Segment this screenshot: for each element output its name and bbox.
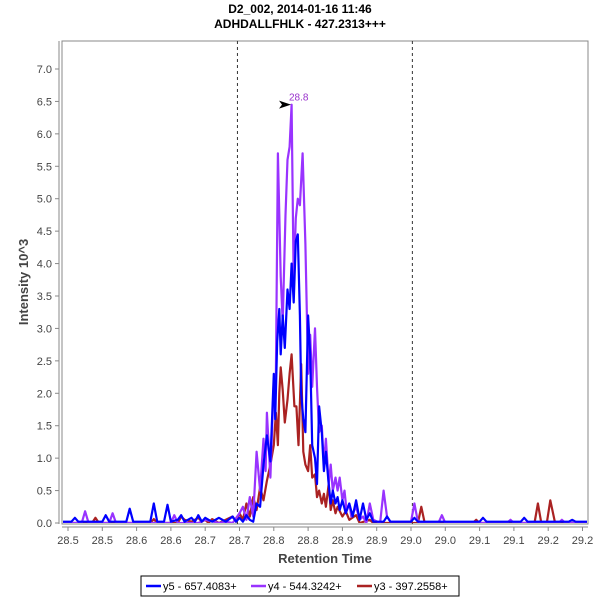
peak-annotation-label: 28.8 (289, 93, 309, 104)
x-axis-label: Retention Time (278, 551, 372, 566)
x-tick-label: 28.6 (160, 535, 181, 547)
integration-bounds (236, 41, 413, 524)
y-tick-label: 5.5 (37, 161, 52, 173)
legend-item-label: y4 - 544.3242+ (268, 581, 342, 593)
y-tick-label: 0.5 (37, 486, 52, 498)
legend-item-label: y3 - 397.2558+ (374, 581, 448, 593)
x-tick-label: 28.8 (297, 535, 318, 547)
legend: y5 - 657.4083+ y4 - 544.3242+ y3 - 397.255… (140, 575, 460, 597)
peak-annotation: 28.8 (279, 93, 309, 109)
y-tick-label: 7.0 (37, 64, 52, 76)
y-tick-label: 6.0 (37, 129, 52, 141)
x-tick-label: 28.9 (332, 535, 353, 547)
x-tick-label: 29.2 (537, 535, 558, 547)
y-tick-label: 1.5 (37, 421, 52, 433)
x-tick-label: 28.5 (57, 535, 78, 547)
x-tick-label: 29.0 (400, 535, 421, 547)
y-tick-label: 2.5 (37, 356, 52, 368)
x-tick-label: 29.1 (503, 535, 524, 547)
x-tick-label: 28.7 (229, 535, 250, 547)
x-axis: 28.5 28.5 28.6 28.6 28.7 28.7 28.8 28.8 28.9 28.9… (57, 526, 593, 547)
y-axis-label: Intensity 10^3 (16, 239, 31, 325)
y-tick-label: 4.0 (37, 259, 52, 271)
x-tick-label: 28.8 (263, 535, 284, 547)
x-tick-label: 28.6 (126, 535, 147, 547)
x-tick-label: 29.1 (469, 535, 490, 547)
peak-arrow-icon (279, 100, 292, 109)
y-tick-label: 6.5 (37, 96, 52, 108)
y-tick-label: 5.0 (37, 194, 52, 206)
y-tick-label: 3.5 (37, 291, 52, 303)
x-tick-label: 29.2 (572, 535, 593, 547)
chart-subtitle: ADHDALLFHLK - 427.2313+++ (214, 17, 386, 31)
y-axis: 0.0 0.5 1.0 1.5 2.0 2.5 3.0 3.5 4.0 4.5 5.0 5.5 6.0 6… (37, 41, 60, 530)
x-tick-label: 28.5 (92, 535, 113, 547)
legend-box (140, 575, 460, 597)
x-tick-label: 29.0 (435, 535, 456, 547)
series-group (63, 103, 587, 523)
legend-item-label: y5 - 657.4083+ (163, 581, 237, 593)
x-tick-label: 28.7 (194, 535, 215, 547)
y-tick-label: 0.0 (37, 518, 52, 530)
chart-title: D2_002, 2014-01-16 11:46 (228, 2, 372, 16)
series-line-y5 (63, 233, 587, 523)
y-tick-label: 3.0 (37, 323, 52, 335)
y-tick-label: 2.0 (37, 388, 52, 400)
y-tick-label: 4.5 (37, 226, 52, 238)
x-tick-label: 28.9 (366, 535, 387, 547)
y-tick-label: 1.0 (37, 453, 52, 465)
